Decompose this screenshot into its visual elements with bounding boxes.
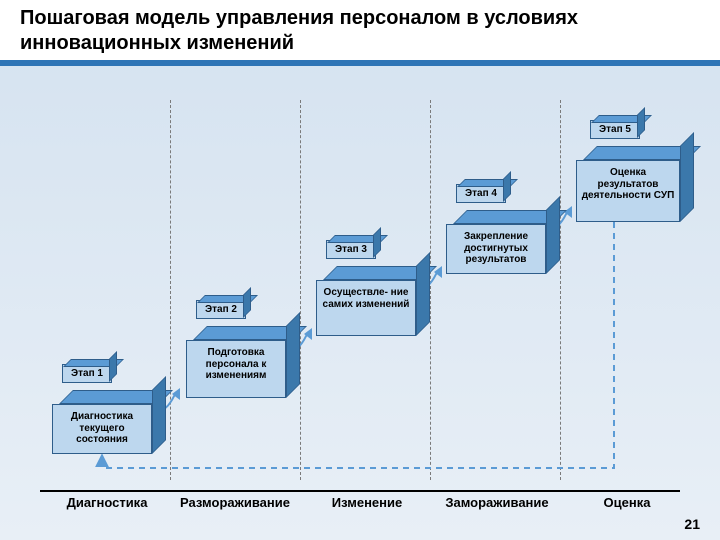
title-bar: Пошаговая модель управления персоналом в… [0,0,720,66]
stage-1-box: Диагностика текущего состояния [52,390,152,454]
stage-4-box: Закрепление достигнутых результатов [446,210,546,274]
page-title: Пошаговая модель управления персоналом в… [20,6,700,56]
footer-line [40,490,680,492]
page-number: 21 [684,516,700,532]
stage-2-tab: Этап 2 [196,300,246,319]
footer-label: Оценка [562,495,692,510]
stage-1-text: Диагностика текущего состояния [52,404,152,454]
stage-3-tab: Этап 3 [326,240,376,259]
stage-5-tab: Этап 5 [590,120,640,139]
stage-5-box: Оценка результатов деятельности СУП [576,146,680,222]
stage-5-text: Оценка результатов деятельности СУП [576,160,680,222]
stage-2-box: Подготовка персонала к изменениям [186,326,286,398]
footer-label: Диагностика [42,495,172,510]
footer-label: Замораживание [432,495,562,510]
stage-4-tab: Этап 4 [456,184,506,203]
stage-3-text: Осуществле- ние самих изменений [316,280,416,336]
stage-2-text: Подготовка персонала к изменениям [186,340,286,398]
footer-label: Размораживание [170,495,300,510]
footer-label: Изменение [302,495,432,510]
diagram-canvas: Диагностика текущего состояния Этап 1 По… [0,80,720,540]
stage-3-box: Осуществле- ние самих изменений [316,266,416,336]
stage-1-tab: Этап 1 [62,364,112,383]
stage-4-text: Закрепление достигнутых результатов [446,224,546,274]
